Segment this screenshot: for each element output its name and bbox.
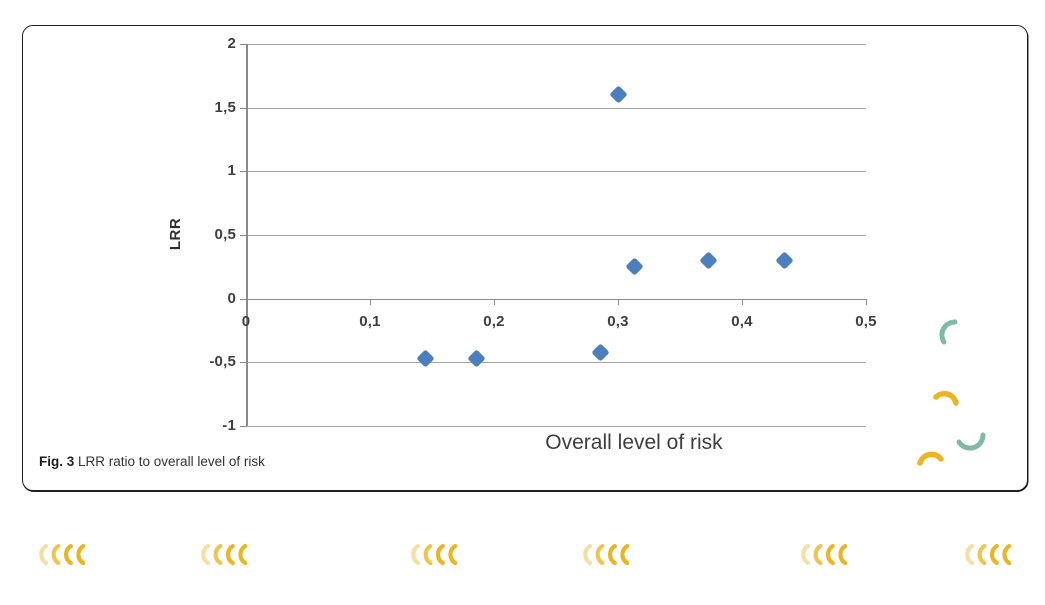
- y-tick-label: -1: [222, 417, 236, 434]
- crescent-icon: [620, 543, 630, 566]
- crescent-icon: [238, 543, 248, 566]
- data-point: [699, 251, 718, 270]
- y-tick-label: 0,5: [214, 226, 236, 243]
- x-axis-tick: [618, 298, 619, 305]
- figure-caption: Fig. 3 LRR ratio to overall level of ris…: [39, 454, 265, 469]
- crescent-icon: [225, 543, 235, 566]
- y-axis-tick: [240, 426, 246, 427]
- y-tick-label: 2: [227, 35, 236, 52]
- crescent-icon: [51, 543, 61, 566]
- data-point: [416, 349, 435, 368]
- figure-caption-text: LRR ratio to overall level of risk: [74, 454, 265, 469]
- crescent-icon: [989, 543, 999, 566]
- gridline: [246, 44, 866, 45]
- y-axis-tick: [240, 44, 246, 45]
- x-axis-tick: [494, 298, 495, 305]
- crescent-icon: [965, 543, 975, 566]
- x-axis-tick: [866, 298, 867, 305]
- x-axis-tick: [246, 298, 247, 305]
- crescent-group-icon: [411, 543, 458, 566]
- y-axis-tick: [240, 362, 246, 364]
- crescent-icon: [448, 543, 458, 566]
- crescent-icon: [423, 543, 433, 566]
- x-axis-title: Overall level of risk: [545, 431, 723, 454]
- crescent-icon: [801, 543, 811, 566]
- crescent-icon: [595, 543, 605, 566]
- crescent-icon: [76, 543, 86, 566]
- x-axis-line: [246, 298, 866, 301]
- x-tick-label: 0,5: [855, 312, 877, 330]
- crescent-icon: [838, 543, 848, 566]
- data-point: [591, 342, 610, 362]
- x-tick-label: 0,2: [483, 312, 505, 330]
- data-point: [467, 349, 486, 368]
- crescent-group-icon: [201, 543, 248, 566]
- data-point: [774, 251, 794, 270]
- gridline: [246, 362, 866, 364]
- x-tick-label: 0,1: [359, 312, 381, 330]
- crescent-icon: [63, 543, 73, 566]
- crescent-icon: [39, 543, 49, 566]
- y-axis-tick: [240, 107, 246, 109]
- x-tick-label: 0,4: [731, 312, 753, 330]
- figure-number-label: Fig. 3: [39, 454, 75, 469]
- gridline: [246, 426, 866, 427]
- x-tick-label: 0: [241, 312, 251, 330]
- crescent-icon: [825, 543, 835, 566]
- crescent-group-icon: [39, 543, 86, 566]
- crescent-icon: [201, 543, 211, 566]
- y-tick-label: 0: [227, 289, 236, 307]
- y-axis-line: [246, 44, 248, 426]
- x-tick-label: 0,3: [607, 312, 629, 330]
- scatter-chart: LRR Overall level of risk 2 1,5 1 0,5 0 -0,5-…: [23, 26, 1027, 490]
- y-tick-label: -0,5: [209, 353, 236, 371]
- crescent-icon: [411, 543, 421, 566]
- x-axis-tick: [742, 298, 743, 305]
- y-axis-tick: [240, 171, 246, 173]
- data-point: [608, 85, 628, 105]
- y-axis-tick: [240, 235, 246, 236]
- crescent-group-icon: [583, 543, 630, 566]
- crescent-icon: [813, 543, 823, 566]
- y-tick-label: 1: [227, 162, 236, 180]
- crescent-group-icon: [801, 543, 848, 566]
- figure-card: LRR Overall level of risk 2 1,5 1 0,5 0 -0,5-…: [22, 25, 1028, 491]
- crescent-group-icon: [965, 543, 1012, 566]
- gridline: [246, 171, 866, 173]
- crescent-icon: [1002, 543, 1012, 566]
- x-axis-tick: [370, 298, 371, 305]
- crescent-icon: [213, 543, 223, 566]
- crescent-icon: [607, 543, 617, 566]
- crescent-icon: [977, 543, 987, 566]
- crescent-icon: [435, 543, 445, 566]
- gridline: [246, 235, 866, 236]
- data-point: [624, 257, 644, 276]
- gridline: [246, 107, 866, 109]
- y-axis-tick: [240, 298, 246, 300]
- crescent-icon: [583, 543, 593, 566]
- y-tick-label: 1,5: [214, 98, 236, 116]
